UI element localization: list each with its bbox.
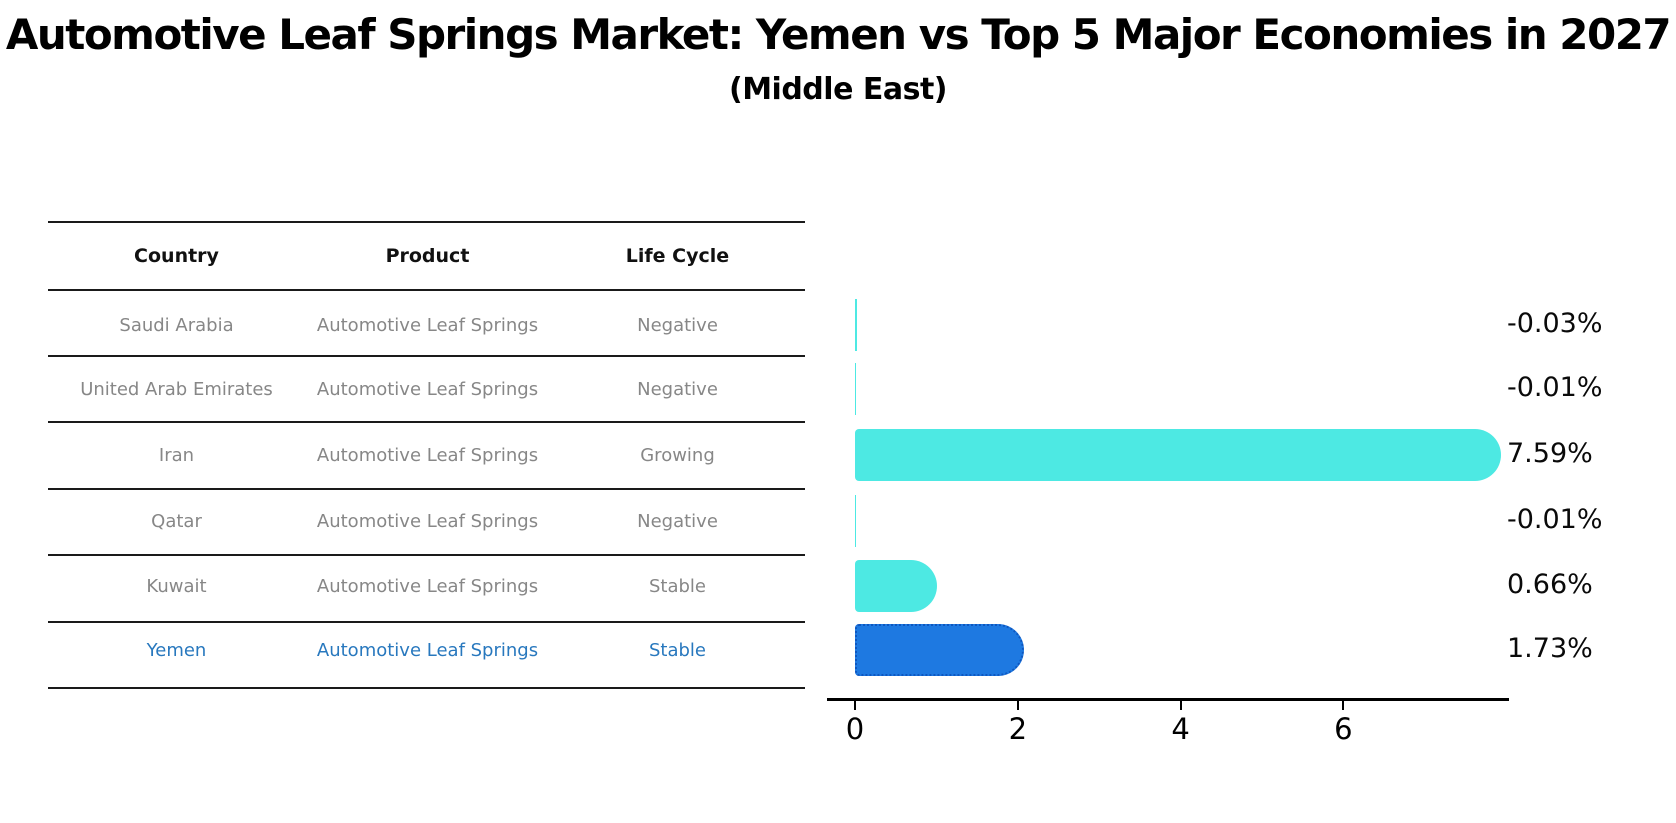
bar-kuwait [855,560,937,612]
x-tick-label: 0 [845,712,865,746]
product-cell: Automotive Leaf Springs [316,444,539,466]
x-tick-mark [1342,701,1345,710]
life-cycle-cell: Stable [648,575,706,597]
table-rule [48,554,805,556]
table-rule [48,488,805,490]
table-row-united-arab-emirates: United Arab Emirates Automotive Leaf Spri… [48,369,805,409]
country-cell: Kuwait [146,575,207,597]
table-rule [48,421,805,423]
table-row-saudi-arabia: Saudi Arabia Automotive Leaf Springs Negat… [48,305,805,345]
x-axis-line [827,698,1509,701]
table-row-iran: Iran Automotive Leaf Springs Growing [48,435,805,475]
chart-title: Automotive Leaf Springs Market: Yemen vs… [5,10,1672,59]
bar-qatar [855,495,856,547]
country-cell: Qatar [151,510,202,532]
country-cell: Yemen [146,639,207,661]
life-cycle-cell: Negative [637,510,718,532]
x-tick-mark [1179,701,1182,710]
x-tick-label: 4 [1171,712,1190,746]
value-label-saudi-arabia: -0.03% [1507,308,1603,339]
table-header: Country Product Life Cycle [48,236,805,276]
table-rule [48,621,805,623]
bar-saudi-arabia [855,299,858,351]
value-label-kuwait: 0.66% [1507,569,1593,600]
column-header-life-cycle: Life Cycle [625,245,730,267]
country-cell: Saudi Arabia [119,314,234,336]
life-cycle-cell: Stable [648,639,706,661]
table-rule [48,687,805,689]
value-label-united-arab-emirates: -0.01% [1507,372,1603,403]
table-rule [48,355,805,357]
value-label-qatar: -0.01% [1507,504,1603,535]
column-header-country: Country [134,245,219,267]
product-cell: Automotive Leaf Springs [316,575,539,597]
value-label-iran: 7.59% [1507,438,1593,469]
country-cell: Iran [158,444,195,466]
table-rule [48,221,805,223]
table-rule [48,289,805,291]
value-label-yemen: 1.73% [1507,633,1593,664]
bar-iran [855,429,1501,481]
table-row-kuwait: Kuwait Automotive Leaf Springs Stable [48,566,805,606]
life-cycle-cell: Growing [640,444,715,466]
column-header-product: Product [385,245,470,267]
life-cycle-cell: Negative [637,314,718,336]
product-cell: Automotive Leaf Springs [316,314,539,336]
table-row-yemen: Yemen Automotive Leaf Springs Stable [48,630,805,670]
product-cell: Automotive Leaf Springs [316,378,539,400]
product-cell: Automotive Leaf Springs [316,639,539,661]
x-tick-mark [1016,701,1019,710]
country-cell: United Arab Emirates [80,378,273,400]
life-cycle-cell: Negative [637,378,718,400]
product-cell: Automotive Leaf Springs [316,510,539,532]
x-tick-label: 6 [1334,712,1353,746]
bar-yemen [855,624,1024,676]
bar-united-arab-emirates [855,363,856,415]
x-tick-label: 2 [1008,712,1028,746]
table-row-qatar: Qatar Automotive Leaf Springs Negative [48,501,805,541]
x-tick-mark [854,701,856,710]
chart-subtitle: (Middle East) [728,72,948,107]
